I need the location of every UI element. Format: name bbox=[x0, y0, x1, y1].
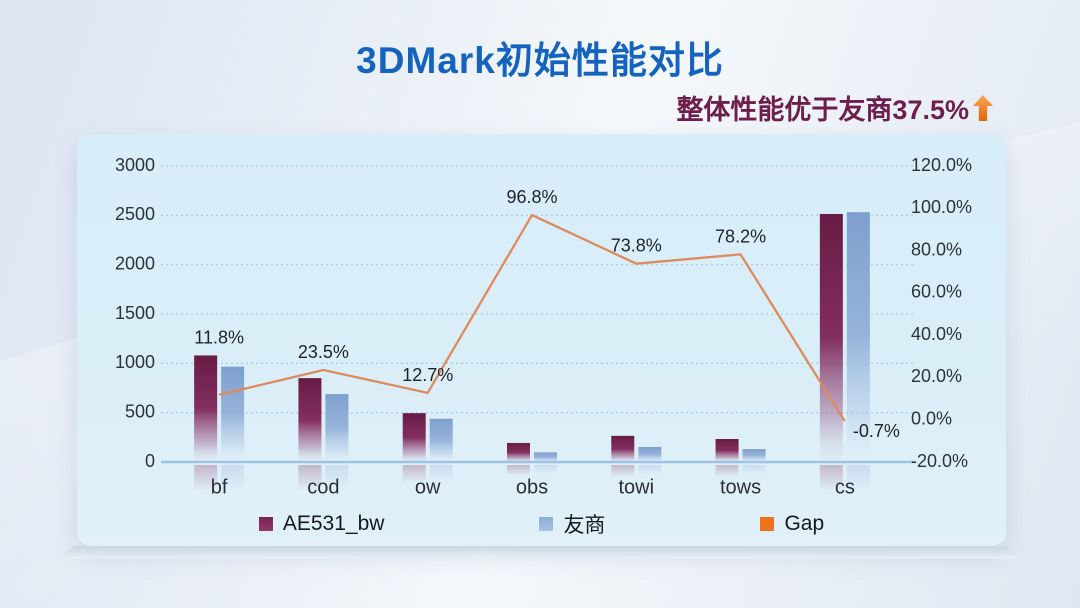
left-axis-tick: 1500 bbox=[115, 303, 155, 323]
bar-ae531-cod bbox=[298, 378, 322, 462]
legend-item-gap: Gap bbox=[760, 512, 824, 536]
labels: 3000 2500 2000 1500 1000 500 0 120.0% 100.0% 80.0… bbox=[115, 155, 972, 499]
chart-panel: 3000 2500 2000 1500 1000 500 0 120.0% 100.0% 80.0… bbox=[77, 134, 1006, 546]
bar-reflection bbox=[194, 465, 218, 491]
gap-value-label: -0.7% bbox=[853, 421, 900, 441]
bars bbox=[194, 212, 870, 491]
legend-swatch-gap-icon bbox=[760, 517, 775, 531]
bar-reflection bbox=[611, 465, 635, 478]
bar-reflection bbox=[534, 465, 557, 474]
left-axis-tick: 2000 bbox=[115, 253, 155, 273]
bar-reflection bbox=[846, 465, 870, 491]
bar-ae531-cs bbox=[819, 213, 843, 462]
bar-youshang-towi bbox=[638, 447, 662, 462]
bar-ae531-bf bbox=[194, 355, 218, 462]
bar-youshang-ow bbox=[429, 418, 453, 462]
right-axis-tick: -20.0% bbox=[911, 451, 968, 471]
bar-reflection bbox=[325, 465, 349, 488]
x-axis-label-ow: ow bbox=[415, 477, 441, 499]
subtitle-banner: 整体性能优于友商37.5% bbox=[676, 88, 994, 127]
bar-reflection bbox=[742, 465, 766, 475]
right-axis-tick: 0.0% bbox=[911, 408, 952, 428]
x-axis-label-towi: towi bbox=[618, 477, 654, 499]
gap-line bbox=[218, 213, 846, 422]
gap-value-label: 11.8% bbox=[194, 327, 244, 347]
x-axis-label-obs: obs bbox=[516, 477, 548, 499]
bar-youshang-cs bbox=[846, 212, 870, 462]
panel-base-shelf bbox=[58, 546, 1022, 559]
right-axis-tick: 100.0% bbox=[911, 197, 972, 217]
page-title: 3DMark初始性能对比 bbox=[356, 40, 724, 81]
right-axis-tick: 120.0% bbox=[911, 155, 972, 175]
bar-reflection bbox=[402, 465, 426, 484]
bar-youshang-obs bbox=[534, 452, 557, 462]
gap-line-path bbox=[218, 213, 846, 422]
left-axis-tick: 0 bbox=[145, 451, 155, 471]
bar-reflection bbox=[429, 465, 453, 482]
x-axis-label-tows: tows bbox=[720, 477, 761, 499]
legend-item-ae531: AE531_bw bbox=[258, 512, 385, 536]
combo-chart: 3000 2500 2000 1500 1000 500 0 120.0% 100.0% 80.0… bbox=[115, 155, 972, 499]
gridlines bbox=[161, 165, 915, 464]
legend-swatch-ae531-icon bbox=[258, 517, 273, 531]
chart-legend: AE531_bw 友商 Gap bbox=[77, 509, 1006, 539]
legend-label-gap: Gap bbox=[784, 512, 825, 535]
left-axis-tick: 2500 bbox=[115, 204, 155, 224]
bar-reflection bbox=[715, 465, 739, 477]
left-axis-tick: 3000 bbox=[115, 155, 155, 175]
x-axis-label-cod: cod bbox=[307, 477, 339, 499]
bar-reflection bbox=[298, 465, 322, 491]
bar-reflection bbox=[507, 465, 530, 476]
left-axis-tick: 500 bbox=[125, 401, 155, 421]
right-axis-tick: 80.0% bbox=[911, 239, 962, 259]
legend-label-youshang: 友商 bbox=[563, 514, 606, 537]
bar-reflection bbox=[221, 465, 245, 491]
left-axis-tick: 1000 bbox=[115, 352, 155, 372]
gap-value-label: 78.2% bbox=[715, 226, 766, 246]
bar-ae531-towi bbox=[611, 435, 635, 462]
bar-ae531-tows bbox=[715, 439, 739, 462]
legend-item-youshang: 友商 bbox=[539, 509, 605, 539]
legend-label-ae531: AE531_bw bbox=[282, 512, 385, 535]
bar-youshang-tows bbox=[742, 449, 766, 462]
x-axis-label-cs: cs bbox=[835, 477, 855, 499]
gap-value-label: 96.8% bbox=[506, 187, 557, 207]
bar-reflection bbox=[638, 465, 662, 475]
gap-value-label: 73.8% bbox=[611, 236, 662, 256]
bar-ae531-ow bbox=[402, 413, 426, 462]
bar-reflection bbox=[819, 465, 843, 491]
bar-youshang-cod bbox=[325, 394, 349, 462]
bar-youshang-bf bbox=[221, 366, 245, 462]
right-axis-tick: 40.0% bbox=[911, 324, 962, 344]
legend-swatch-youshang-icon bbox=[539, 517, 554, 531]
x-axis-label-bf: bf bbox=[211, 477, 228, 499]
gap-value-label: 12.7% bbox=[402, 365, 453, 385]
bar-ae531-obs bbox=[507, 442, 530, 462]
subtitle-text: 整体性能优于友商37.5% bbox=[676, 95, 969, 125]
right-axis-tick: 60.0% bbox=[911, 282, 962, 302]
up-arrow-icon bbox=[972, 94, 994, 122]
gap-value-label: 23.5% bbox=[298, 342, 349, 362]
right-axis-tick: 20.0% bbox=[911, 366, 962, 386]
